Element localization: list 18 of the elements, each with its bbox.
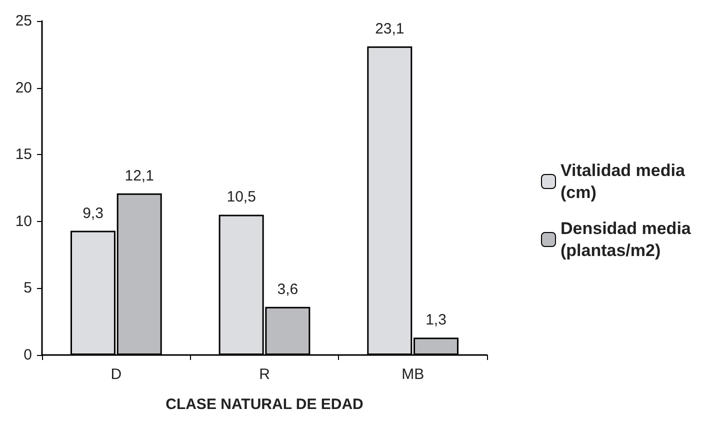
y-tick-label: 15	[15, 146, 32, 164]
data-label: 12,1	[124, 167, 154, 184]
y-tick-label: 25	[15, 12, 32, 30]
y-tick-label: 20	[15, 79, 32, 96]
y-tick-label: 0	[24, 346, 32, 364]
x-tick-label: MB	[402, 366, 424, 383]
y-tick-label: 10	[15, 212, 32, 230]
x-tick-label: R	[259, 366, 270, 383]
x-tick-label: D	[110, 366, 122, 383]
legend-label: Densidad media (plantas/m2)	[560, 219, 696, 260]
data-label: 9,3	[82, 204, 104, 222]
data-label: 10,5	[226, 188, 256, 206]
data-label: 1,3	[426, 312, 446, 329]
legend-label: Vitalidad media (cm)	[560, 161, 690, 202]
data-label: 23,1	[375, 20, 404, 38]
x-axis-title: CLASE NATURAL DE EDAD	[166, 396, 364, 413]
data-label: 3,6	[277, 280, 298, 298]
y-tick-label: 5	[24, 280, 32, 297]
